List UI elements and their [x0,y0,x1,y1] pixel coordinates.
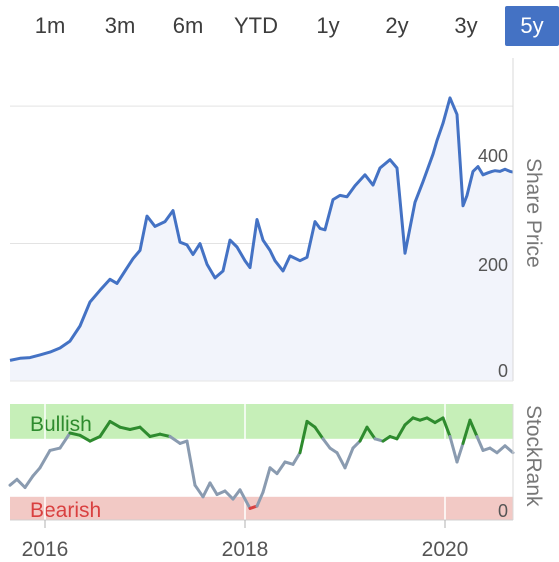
range-tab-ytd[interactable]: YTD [234,13,278,38]
rank-line-segment [313,425,325,441]
rank-line-segment [351,439,362,450]
x-tick-label-2016: 2016 [22,538,69,561]
rank-line-segment [261,466,272,494]
price-tick-200: 200 [478,255,508,275]
rank-line-segment [58,431,72,450]
rank-line-segment [148,432,162,438]
rank-line-segment [128,425,142,431]
rank-line-segment [475,435,485,452]
rank-line-segment [495,444,507,455]
rank-line-segment [268,466,279,476]
rank-line-segment [23,474,35,489]
rank-line-segment [403,416,415,427]
rank-line-segment [88,435,102,443]
rank-line-segment [298,419,309,455]
rank-line-segment [433,416,445,425]
price-series-line [9,96,514,362]
rank-line-segment [255,490,265,508]
rank-line-segment [68,431,82,437]
price-axis-label: Share Price [522,158,545,268]
range-tabs: 1m 3m 6m YTD 1y 2y 3y 5y [0,0,559,52]
rank-line-segment [193,483,205,499]
rank-line-segment [291,451,302,466]
rank-line-segment [231,488,242,501]
rank-line-segment [468,418,479,438]
rank-line-segment [8,477,19,487]
rank-line-segment [98,419,112,438]
rank-line-segment [223,489,235,501]
rank-line-segment [425,416,437,425]
range-tab-2y[interactable]: 2y [385,13,409,38]
rank-line-segment [38,448,52,470]
rank-tick-0: 0 [498,501,508,521]
rank-axis-label: StockRank [522,405,545,507]
x-tick-label-2018: 2018 [222,538,269,561]
rank-line-segment [78,433,92,443]
rank-line-segment [201,481,212,499]
rank-line-segment [15,477,27,489]
rank-line-segment [275,460,287,476]
range-tab-5y[interactable]: 5y [505,6,559,46]
rank-line-segment [118,425,132,431]
rank-line-segment [185,439,197,487]
range-tab-1y[interactable]: 1y [316,13,340,38]
rank-line-segment [448,435,459,464]
bullish-label: Bullish [30,413,92,436]
rank-series-line [8,416,515,510]
rank-line-segment [455,441,465,464]
rank-line-segment [441,416,452,438]
rank-line-segment [208,481,219,496]
rank-line-segment [31,466,42,478]
price-tick-400: 400 [478,146,508,166]
rank-line-segment [461,418,472,445]
rank-line-segment [335,451,347,470]
rank-line-segment [395,423,407,441]
x-tick-label-2020: 2020 [422,538,469,561]
rank-line-segment [158,432,172,438]
range-tab-3y[interactable]: 3y [454,13,478,38]
x-axis-ticks: 2016 2018 2020 [22,520,469,561]
rank-line-segment [343,446,355,470]
rank-line-segment [138,425,152,438]
range-tab-1m[interactable]: 1m [34,13,66,38]
rank-line-segment [321,437,332,450]
bearish-label: Bearish [30,499,101,522]
rank-line-segment [365,425,377,441]
rank-line-segment [168,435,182,445]
bullish-band [10,404,513,439]
rank-line-segment [238,488,252,510]
rank-line-segment [358,425,369,443]
rank-line-segment [503,444,515,455]
rank-line-segment [305,419,317,429]
rank-line-segment [108,419,122,429]
price-tick-0: 0 [498,361,508,381]
range-tab-6m[interactable]: 6m [172,13,204,38]
rank-line-segment [48,446,62,452]
range-tab-3m[interactable]: 3m [104,13,136,38]
bearish-band [10,496,513,520]
